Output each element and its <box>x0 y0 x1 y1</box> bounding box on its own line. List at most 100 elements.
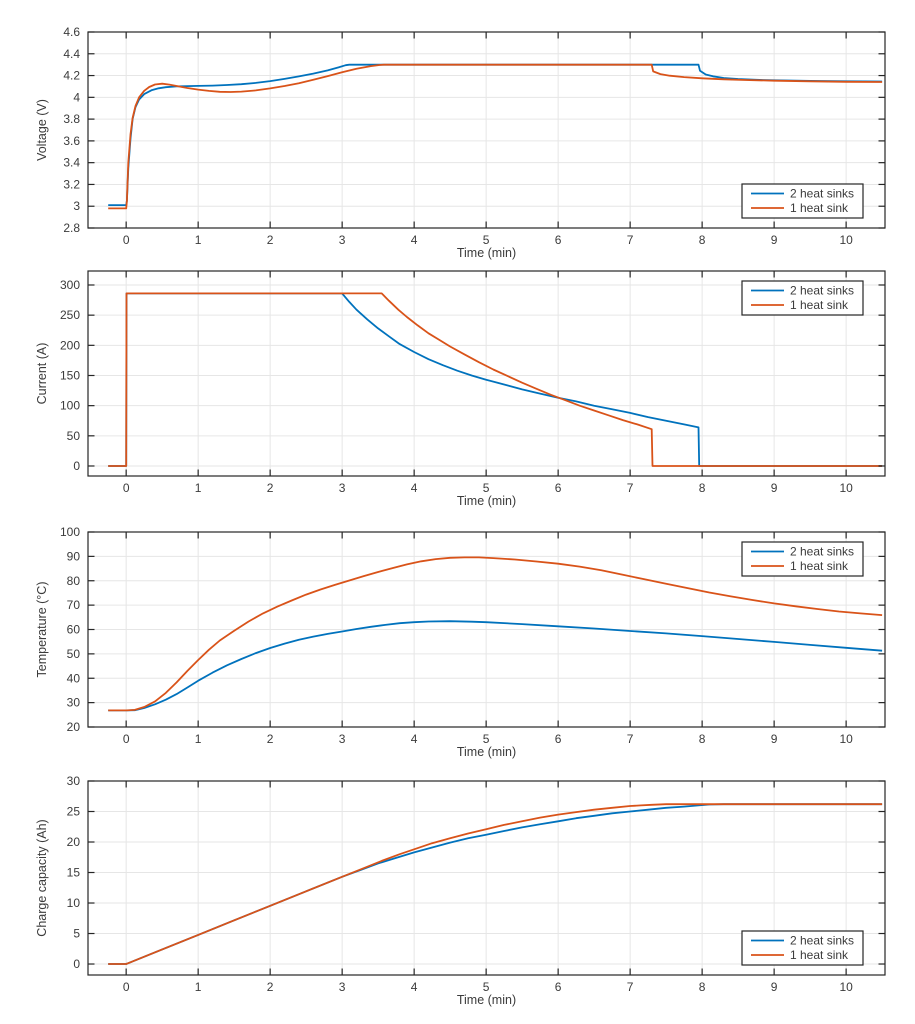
y-tick-label: 50 <box>67 429 81 443</box>
y-axis-label: Voltage (V) <box>35 99 49 161</box>
legend-box <box>741 541 864 577</box>
y-tick-label: 100 <box>60 399 80 413</box>
ticks-charge-capacity <box>88 780 885 975</box>
y-tick-label: 40 <box>67 671 81 685</box>
x-tick-label: 5 <box>483 980 490 994</box>
x-tick-label: 1 <box>195 481 202 495</box>
y-tick-label: 4 <box>73 90 80 104</box>
y-tick-label: 80 <box>67 574 81 588</box>
x-axis-label: Time (min) <box>457 246 516 260</box>
x-tick-label: 0 <box>123 980 130 994</box>
chart-panel-charge-capacity: 0 1 2 3 4 5 6 7 8 9 10 0 5 10 15 20 25 30 Time (min) Charge… <box>35 774 886 1007</box>
y-tick-label: 4.2 <box>63 69 80 83</box>
x-axis-label: Time (min) <box>457 494 516 508</box>
x-tick-label: 2 <box>267 481 274 495</box>
x-tick-label: 2 <box>267 732 274 746</box>
y-tick-label: 250 <box>60 308 80 322</box>
x-tick-label: 5 <box>483 233 490 247</box>
y-tick-label: 4.4 <box>63 47 80 61</box>
y-tick-label: 300 <box>60 278 80 292</box>
x-tick-label: 1 <box>195 980 202 994</box>
x-axis-label: Time (min) <box>457 993 516 1007</box>
y-axis-label: Charge capacity (Ah) <box>35 819 49 936</box>
x-tick-label: 8 <box>699 481 706 495</box>
legend-label-2-heat-sinks: 2 heat sinks <box>790 187 854 201</box>
x-tick-label: 0 <box>123 481 130 495</box>
y-tick-label: 200 <box>60 338 80 352</box>
x-tick-label: 4 <box>411 233 418 247</box>
y-tick-label: 3.8 <box>63 112 80 126</box>
x-tick-label: 8 <box>699 980 706 994</box>
x-tick-label: 0 <box>123 732 130 746</box>
x-tick-label: 4 <box>411 980 418 994</box>
y-tick-label: 60 <box>67 623 81 637</box>
x-tick-label: 9 <box>771 233 778 247</box>
legend-label-2-heat-sinks: 2 heat sinks <box>790 284 854 298</box>
y-tick-label: 10 <box>67 896 81 910</box>
y-tick-label: 0 <box>73 459 80 473</box>
ticks-current <box>88 271 885 476</box>
ticks-temperature <box>88 531 885 728</box>
legend-label-2-heat-sinks: 2 heat sinks <box>790 545 854 559</box>
x-tick-label: 7 <box>627 980 634 994</box>
x-tick-label: 2 <box>267 980 274 994</box>
y-tick-label: 3.4 <box>63 156 80 170</box>
x-tick-label: 6 <box>555 732 562 746</box>
x-tick-label: 2 <box>267 233 274 247</box>
y-tick-label: 15 <box>67 866 81 880</box>
x-tick-label: 10 <box>839 980 853 994</box>
x-tick-label: 0 <box>123 233 130 247</box>
x-tick-label: 5 <box>483 481 490 495</box>
legend-label-1-heat-sink: 1 heat sink <box>790 559 849 573</box>
y-tick-label: 25 <box>67 805 81 819</box>
x-tick-label: 6 <box>555 233 562 247</box>
x-tick-label: 7 <box>627 233 634 247</box>
legend-label-1-heat-sink: 1 heat sink <box>790 201 849 215</box>
y-tick-label: 70 <box>67 598 81 612</box>
x-tick-label: 9 <box>771 732 778 746</box>
y-tick-label: 50 <box>67 647 81 661</box>
series-line-1-heat-sink <box>108 556 883 712</box>
y-tick-label: 20 <box>67 835 81 849</box>
y-tick-label: 30 <box>67 696 81 710</box>
y-tick-label: 90 <box>67 549 81 563</box>
x-tick-label: 10 <box>839 233 853 247</box>
x-tick-label: 3 <box>339 732 346 746</box>
x-tick-label: 10 <box>839 732 853 746</box>
y-tick-label: 0 <box>73 957 80 971</box>
series-line-2-heat-sinks <box>108 620 883 712</box>
x-tick-label: 8 <box>699 233 706 247</box>
ticks-voltage <box>88 31 885 229</box>
x-tick-label: 8 <box>699 732 706 746</box>
legend-label-2-heat-sinks: 2 heat sinks <box>790 934 854 948</box>
series-line-2-heat-sinks <box>108 292 883 467</box>
legend-label-1-heat-sink: 1 heat sink <box>790 948 849 962</box>
y-tick-label: 20 <box>67 720 81 734</box>
x-tick-label: 3 <box>339 980 346 994</box>
x-tick-label: 4 <box>411 481 418 495</box>
y-tick-label: 3 <box>73 199 80 213</box>
x-tick-label: 9 <box>771 481 778 495</box>
x-tick-label: 7 <box>627 732 634 746</box>
x-tick-label: 9 <box>771 980 778 994</box>
legend-box <box>741 930 864 966</box>
chart-panel-voltage: 0 1 2 3 4 5 6 7 8 9 10 2.8 3 3.2 3.4 3.6 3.8 4 4.2 4.4 4.6 Ti… <box>35 25 886 260</box>
legend-label-1-heat-sink: 1 heat sink <box>790 298 849 312</box>
x-tick-label: 1 <box>195 233 202 247</box>
x-tick-label: 10 <box>839 481 853 495</box>
y-tick-label: 3.2 <box>63 177 80 191</box>
x-tick-label: 1 <box>195 732 202 746</box>
series-line-1-heat-sink <box>108 803 883 965</box>
y-axis-label: Current (A) <box>35 343 49 405</box>
x-tick-label: 3 <box>339 481 346 495</box>
series-line-1-heat-sink <box>108 292 883 467</box>
x-tick-label: 5 <box>483 732 490 746</box>
x-tick-label: 6 <box>555 481 562 495</box>
x-tick-label: 3 <box>339 233 346 247</box>
